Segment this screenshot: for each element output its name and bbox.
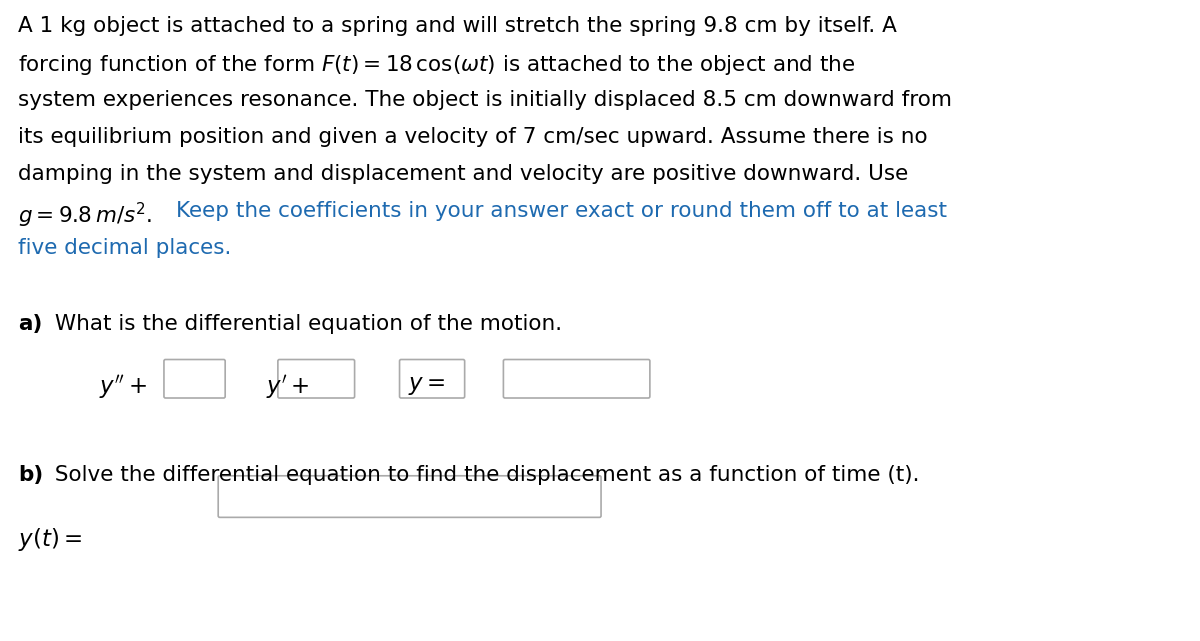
Text: $y' +$: $y' +$ xyxy=(266,374,310,402)
Text: What is the differential equation of the motion.: What is the differential equation of the… xyxy=(48,314,562,334)
FancyBboxPatch shape xyxy=(218,476,601,517)
FancyBboxPatch shape xyxy=(278,360,355,398)
Text: A 1 kg object is attached to a spring and will stretch the spring 9.8 cm by itse: A 1 kg object is attached to a spring an… xyxy=(18,16,896,36)
Text: forcing function of the form $F(t) = 18\,\mathrm{cos}(\omega t)$ is attached to : forcing function of the form $F(t) = 18\… xyxy=(18,53,856,77)
Text: $y'' +$: $y'' +$ xyxy=(98,374,146,402)
Text: Keep the coefficients in your answer exact or round them off to at least: Keep the coefficients in your answer exa… xyxy=(176,201,947,221)
Text: Solve the differential equation to find the displacement as a function of time (: Solve the differential equation to find … xyxy=(48,465,919,485)
Text: $y =$: $y =$ xyxy=(408,374,445,397)
Text: a): a) xyxy=(18,314,42,334)
Text: system experiences resonance. The object is initially displaced 8.5 cm downward : system experiences resonance. The object… xyxy=(18,90,952,110)
Text: its equilibrium position and given a velocity of 7 cm/sec upward. Assume there i: its equilibrium position and given a vel… xyxy=(18,127,928,147)
Text: $g = 9.8\,m/s^2$.: $g = 9.8\,m/s^2$. xyxy=(18,201,155,230)
Text: $y(t) =$: $y(t) =$ xyxy=(18,526,82,553)
FancyBboxPatch shape xyxy=(164,360,226,398)
Text: five decimal places.: five decimal places. xyxy=(18,238,232,258)
Text: b): b) xyxy=(18,465,43,485)
FancyBboxPatch shape xyxy=(504,360,650,398)
Text: damping in the system and displacement and velocity are positive downward. Use: damping in the system and displacement a… xyxy=(18,164,908,184)
FancyBboxPatch shape xyxy=(400,360,464,398)
